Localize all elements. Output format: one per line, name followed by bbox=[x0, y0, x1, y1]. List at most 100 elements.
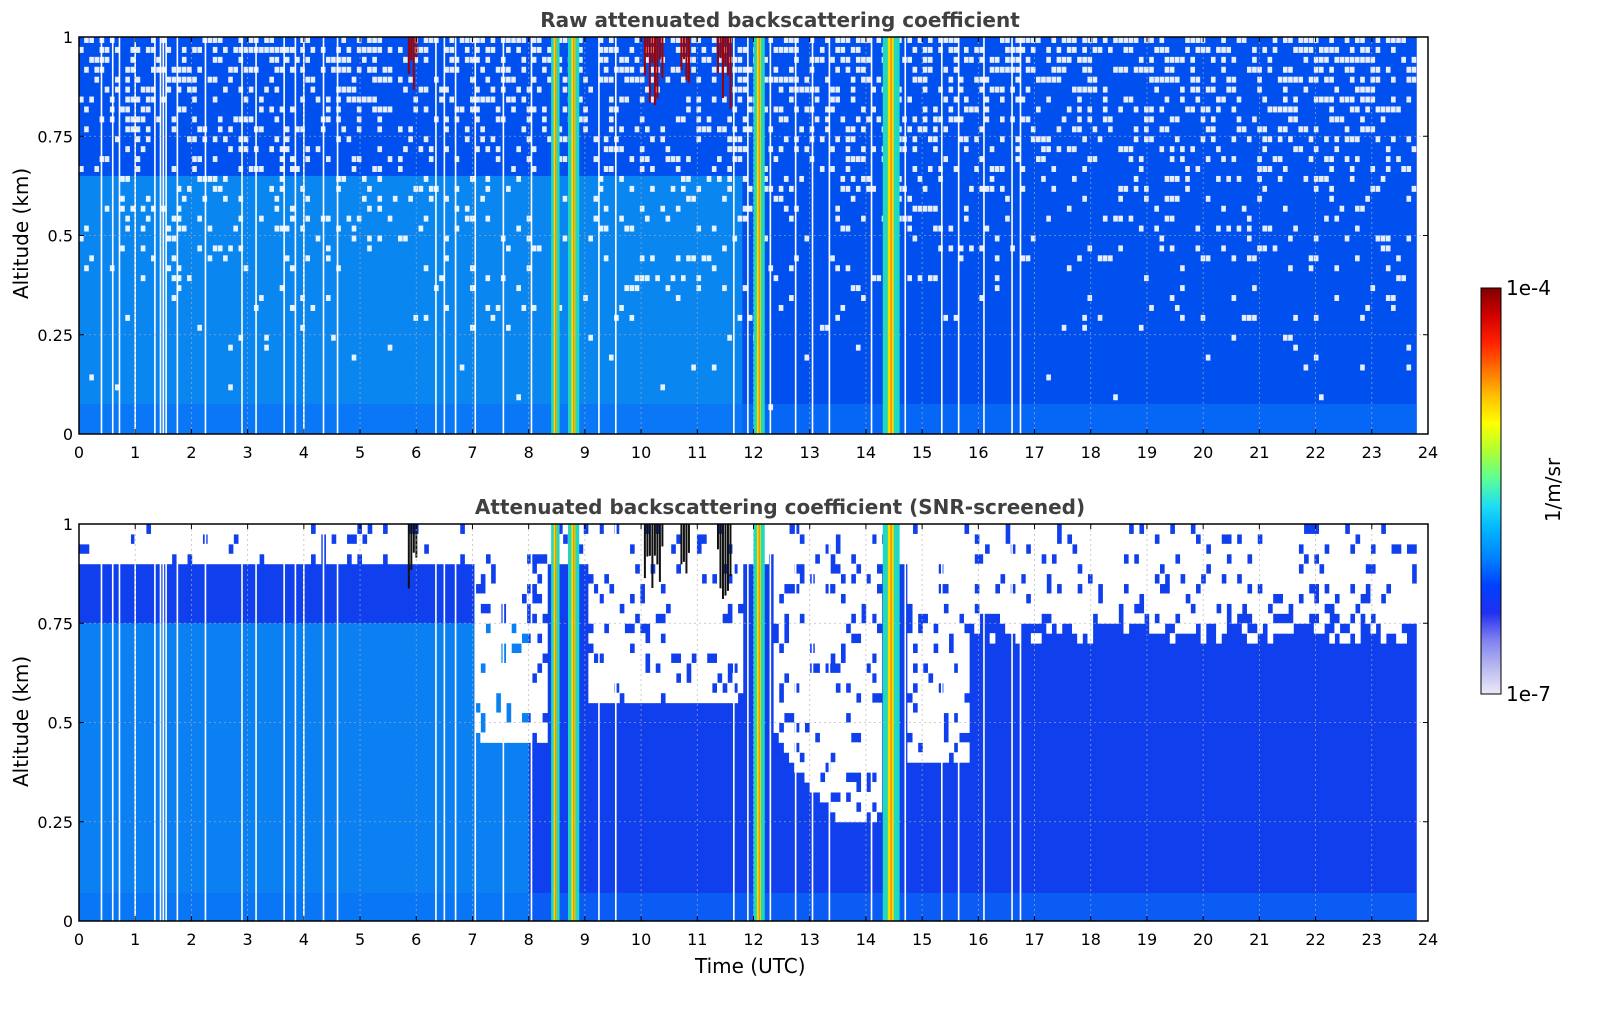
heatmap-noise-cell bbox=[1180, 156, 1185, 163]
x-tick-label: 10 bbox=[631, 930, 651, 949]
heatmap-screened-cell bbox=[274, 553, 281, 565]
heatmap-screened-cell bbox=[912, 722, 919, 733]
heatmap-screened-cell bbox=[922, 742, 929, 753]
heatmap-screened-cell bbox=[789, 553, 795, 565]
heatmap-screened-cell bbox=[511, 712, 517, 723]
heatmap-noise-cell bbox=[1288, 235, 1293, 242]
x-tick-label: 14 bbox=[856, 930, 876, 949]
heatmap-screened-cell bbox=[588, 672, 595, 684]
heatmap-noise-cell bbox=[562, 106, 568, 113]
heatmap-noise-cell bbox=[773, 46, 779, 53]
heatmap-screened-cell bbox=[588, 593, 595, 604]
heatmap-screened-cell bbox=[953, 692, 960, 704]
heatmap-noise-cell bbox=[1257, 66, 1262, 73]
heatmap-noise-cell bbox=[1272, 46, 1278, 53]
heatmap-noise-cell bbox=[1123, 146, 1129, 153]
heatmap-screened-cell bbox=[480, 633, 486, 644]
heatmap-screened-cell bbox=[1236, 583, 1243, 594]
heatmap-screened-cell bbox=[1159, 623, 1166, 634]
heatmap-noise-cell bbox=[547, 136, 552, 143]
heatmap-noise-cell bbox=[413, 106, 419, 113]
heatmap-noise-cell bbox=[794, 106, 799, 113]
heatmap-screened-cell bbox=[1180, 524, 1186, 535]
heatmap-screened-cell bbox=[958, 583, 965, 594]
heatmap-noise-cell bbox=[706, 175, 712, 182]
heatmap-noise-cell bbox=[413, 56, 419, 63]
heatmap-noise-cell bbox=[156, 116, 161, 123]
heatmap-noise-cell bbox=[984, 225, 990, 232]
heatmap-screened-cell bbox=[506, 543, 512, 555]
heatmap-screened-cell bbox=[1030, 543, 1037, 555]
heatmap-noise-cell bbox=[1174, 175, 1180, 182]
heatmap-screened-cell bbox=[490, 702, 497, 714]
heatmap-screened-cell bbox=[835, 643, 841, 654]
heatmap-screened-cell bbox=[861, 643, 867, 654]
heatmap-screened-cell bbox=[603, 533, 610, 545]
heatmap-noise-cell bbox=[372, 166, 377, 172]
heatmap-screened-cell bbox=[1041, 603, 1047, 614]
heatmap-screened-cell bbox=[1349, 593, 1356, 604]
heatmap-screened-cell bbox=[619, 563, 625, 575]
heatmap-screened-cell bbox=[1216, 593, 1222, 604]
heatmap-screened-cell bbox=[1072, 593, 1078, 604]
heatmap-noise-cell bbox=[351, 354, 357, 361]
heatmap-noise-cell bbox=[145, 215, 151, 222]
heatmap-screened-cell bbox=[1318, 583, 1325, 594]
heatmap-screened-cell bbox=[1010, 593, 1016, 604]
heatmap-noise-cell bbox=[732, 156, 738, 163]
heatmap-noise-cell bbox=[1277, 126, 1283, 133]
heatmap-noise-cell bbox=[361, 195, 367, 202]
heatmap-screened-cell bbox=[1030, 583, 1037, 594]
heatmap-noise-cell bbox=[403, 146, 408, 153]
heatmap-noise-cell bbox=[444, 195, 449, 202]
heatmap-screened-cell bbox=[686, 593, 692, 604]
heatmap-noise-cell bbox=[953, 56, 959, 63]
heatmap-screened-cell bbox=[943, 643, 950, 654]
heatmap-screened-cell bbox=[969, 593, 975, 604]
heatmap-screened-cell bbox=[1349, 524, 1356, 535]
heatmap-noise-cell bbox=[557, 156, 563, 163]
heatmap-screened-cell bbox=[850, 662, 857, 674]
heatmap-screened-cell bbox=[506, 653, 512, 664]
heatmap-screened-cell bbox=[691, 533, 697, 545]
heatmap-noise-cell bbox=[120, 195, 125, 202]
heatmap-screened-cell bbox=[644, 613, 651, 624]
x-tick-label: 1 bbox=[130, 443, 140, 462]
heatmap-screened-cell bbox=[871, 762, 878, 773]
heatmap-noise-cell bbox=[1391, 37, 1396, 43]
heatmap-noise-cell bbox=[737, 76, 743, 83]
heatmap-noise-cell bbox=[1318, 56, 1324, 63]
heatmap-noise-cell bbox=[192, 46, 197, 53]
heatmap-screened-cell bbox=[933, 593, 939, 604]
heatmap-noise-cell bbox=[1030, 235, 1036, 242]
heatmap-noise-cell bbox=[454, 185, 460, 192]
heatmap-screened-cell bbox=[1046, 533, 1052, 545]
heatmap-screened-cell bbox=[994, 563, 1001, 575]
heatmap-screened-cell bbox=[835, 553, 841, 565]
heatmap-noise-cell bbox=[691, 37, 696, 43]
heatmap-screened-cell bbox=[907, 543, 914, 555]
heatmap-screened-cell bbox=[783, 573, 790, 585]
heatmap-screened-cell bbox=[660, 563, 667, 575]
heatmap-screened-cell bbox=[413, 553, 420, 565]
heatmap-screened-cell bbox=[814, 682, 821, 694]
heatmap-noise-cell bbox=[1113, 394, 1118, 401]
heatmap-noise-cell bbox=[516, 146, 521, 153]
heatmap-screened-cell bbox=[521, 613, 528, 624]
heatmap-screened-cell bbox=[1324, 573, 1330, 585]
heatmap-screened-cell bbox=[1066, 603, 1073, 614]
heatmap-screened-cell bbox=[1133, 543, 1140, 555]
heatmap-screened-cell bbox=[711, 692, 718, 704]
heatmap-screened-cell bbox=[1272, 533, 1279, 545]
heatmap-noise-cell bbox=[115, 86, 120, 93]
heatmap-noise-cell bbox=[1015, 46, 1021, 53]
heatmap-noise-cell bbox=[593, 195, 599, 202]
heatmap-noise-cell bbox=[917, 275, 923, 282]
heatmap-screened-cell bbox=[1190, 553, 1197, 565]
heatmap-screened-cell bbox=[1087, 613, 1094, 624]
heatmap-screened-cell bbox=[1391, 573, 1397, 585]
heatmap-noise-cell bbox=[454, 56, 460, 63]
heatmap-screened-cell bbox=[593, 613, 600, 624]
heatmap-noise-cell bbox=[212, 46, 218, 53]
heatmap-screened-cell bbox=[1118, 533, 1124, 545]
